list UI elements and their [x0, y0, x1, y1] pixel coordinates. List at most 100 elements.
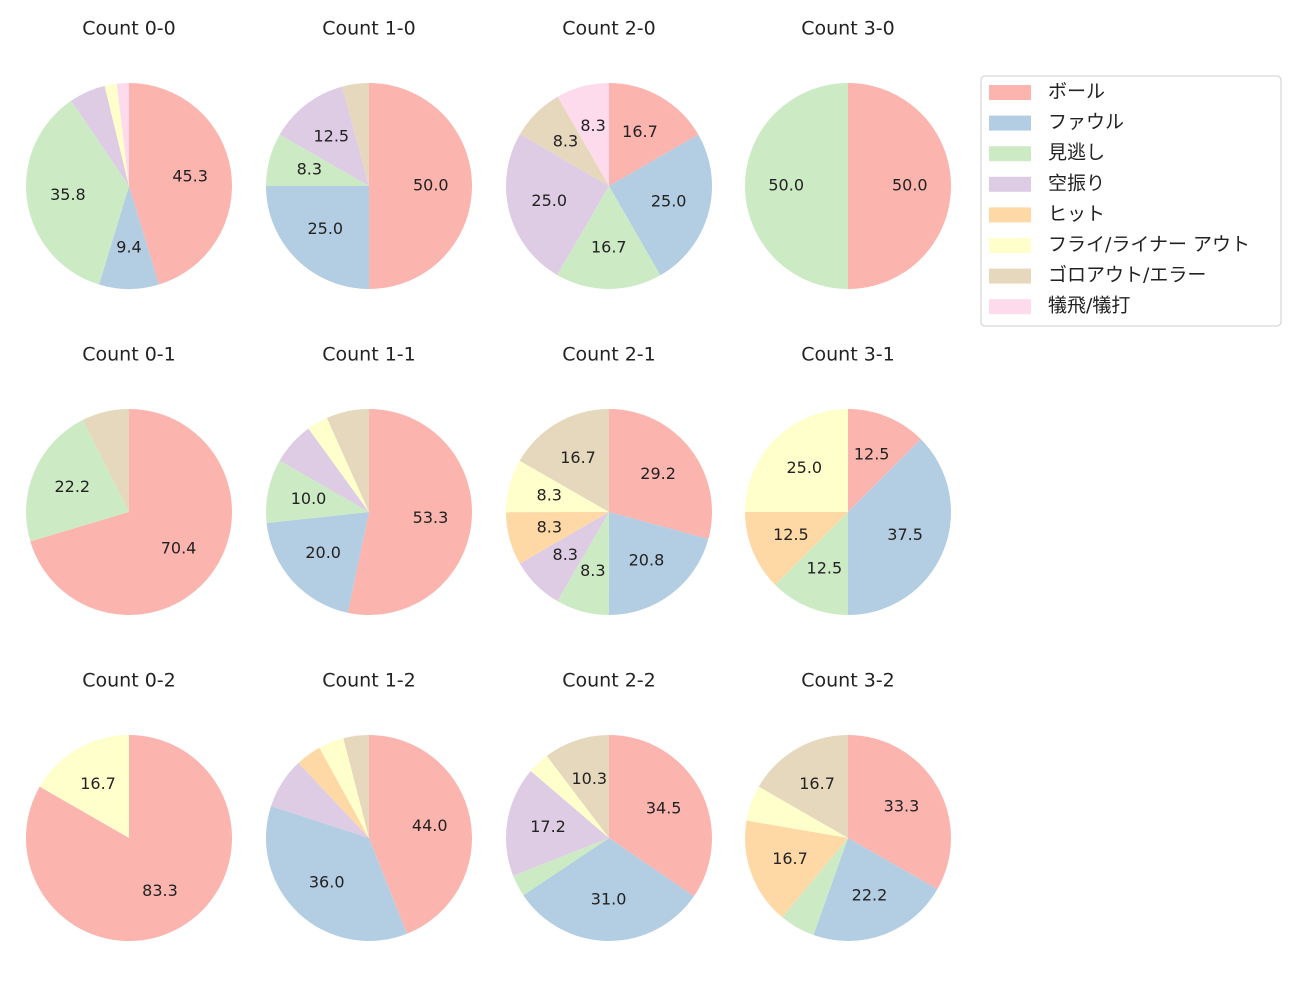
- chart-title: Count 3-0: [801, 18, 895, 40]
- value-label: 8.3: [580, 116, 605, 135]
- pie-slice: [279, 86, 369, 186]
- pie-slice: [609, 83, 699, 186]
- pie-slice: [609, 134, 712, 276]
- pie-slice: [116, 83, 129, 186]
- legend-label: 犠飛/犠打: [1048, 295, 1130, 317]
- value-label: 8.3: [553, 545, 578, 564]
- chart-title: Count 1-2: [322, 670, 416, 692]
- pie-slice: [519, 409, 609, 512]
- legend-label: フライ/ライナー アウト: [1048, 234, 1250, 256]
- value-label: 12.5: [807, 559, 843, 578]
- pie-slice: [557, 83, 609, 186]
- pie-slice: [848, 735, 951, 890]
- legend-swatch: [989, 268, 1031, 284]
- chart-title: Count 2-0: [562, 18, 656, 40]
- pie-slice: [279, 428, 369, 512]
- value-label: 44.0: [412, 816, 448, 835]
- pie-slice: [506, 134, 609, 275]
- pie-slice: [609, 409, 712, 540]
- pie-slice: [25, 100, 130, 285]
- value-label: 25.0: [651, 192, 687, 211]
- legend-label: ゴロアウト/エラー: [1048, 264, 1206, 286]
- pie-slice: [813, 838, 938, 941]
- pie-slice: [848, 83, 951, 289]
- pie-slice: [129, 83, 233, 285]
- pie-slice: [519, 512, 609, 602]
- pie-slice: [745, 820, 848, 918]
- value-label: 22.2: [852, 885, 888, 904]
- value-label: 8.3: [553, 132, 578, 151]
- pie-slice: [609, 735, 712, 897]
- pie-slice: [513, 838, 609, 896]
- value-label: 16.7: [622, 122, 658, 141]
- value-label: 20.0: [305, 543, 341, 562]
- pie-slice: [266, 134, 369, 186]
- legend-swatch: [989, 115, 1031, 131]
- pie-slice: [848, 439, 951, 615]
- chart-title: Count 2-2: [562, 670, 656, 692]
- legend-label: 見逃し: [1048, 142, 1105, 164]
- pie-slice: [99, 186, 159, 290]
- pie-slice: [30, 409, 233, 615]
- legend-swatch: [989, 146, 1031, 162]
- pie-slice: [71, 85, 129, 186]
- chart-title: Count 1-1: [322, 344, 416, 366]
- pie-slice: [745, 83, 848, 289]
- pie-slice: [326, 409, 369, 512]
- legend-label: ファウル: [1048, 111, 1124, 133]
- pie-slice: [608, 512, 709, 615]
- legend-swatch: [989, 238, 1031, 253]
- legend-swatch: [989, 299, 1031, 315]
- chart-title: Count 0-2: [82, 670, 176, 692]
- pie-slice: [557, 512, 609, 615]
- legend-swatch: [989, 207, 1031, 223]
- legend-swatch: [989, 85, 1031, 100]
- legend-label: ヒット: [1048, 203, 1105, 225]
- pie-slice: [546, 735, 609, 838]
- value-label: 36.0: [309, 873, 345, 892]
- pie-slice: [745, 409, 848, 512]
- legend-box: [980, 75, 1282, 327]
- value-label: 8.3: [537, 518, 562, 537]
- pie-slice: [782, 838, 848, 936]
- pie-slice: [506, 460, 609, 513]
- value-label: 16.7: [772, 849, 808, 868]
- pie-slice: [347, 409, 473, 615]
- value-label: 33.3: [884, 796, 920, 815]
- value-label: 12.5: [854, 444, 890, 463]
- pie-slice: [271, 762, 369, 838]
- pie-slice: [758, 735, 848, 838]
- pie-slice: [39, 735, 129, 838]
- value-label: 37.5: [887, 525, 923, 544]
- pie-slice: [104, 83, 129, 186]
- pie-slice: [319, 738, 369, 838]
- legend-label: ボール: [1048, 81, 1105, 103]
- value-label: 8.3: [580, 561, 605, 580]
- value-label: 22.2: [54, 477, 90, 496]
- value-label: 20.8: [629, 551, 665, 570]
- pie-slice: [266, 460, 369, 523]
- chart-title: Count 0-0: [82, 18, 176, 40]
- pie-slice: [369, 83, 472, 289]
- value-label: 16.7: [80, 774, 116, 793]
- pie-slice: [343, 735, 369, 838]
- value-label: 8.3: [537, 486, 562, 505]
- pie-slice: [746, 786, 848, 838]
- value-label: 53.3: [413, 508, 449, 527]
- pie-slice: [745, 512, 848, 585]
- value-label: 17.2: [530, 817, 566, 836]
- pie-slice: [342, 83, 369, 186]
- pie-slice: [848, 409, 921, 512]
- value-label: 31.0: [591, 889, 627, 908]
- chart-title: Count 3-2: [801, 670, 895, 692]
- pie-slice: [82, 409, 129, 512]
- pie-slice: [25, 419, 129, 542]
- value-label: 35.8: [50, 185, 86, 204]
- value-label: 12.5: [773, 525, 809, 544]
- value-label: 34.5: [646, 799, 682, 818]
- chart-title: Count 1-0: [322, 18, 416, 40]
- value-label: 8.3: [297, 160, 322, 179]
- pie-slice: [298, 747, 369, 838]
- pie-slice: [308, 417, 369, 512]
- value-label: 16.7: [591, 237, 627, 256]
